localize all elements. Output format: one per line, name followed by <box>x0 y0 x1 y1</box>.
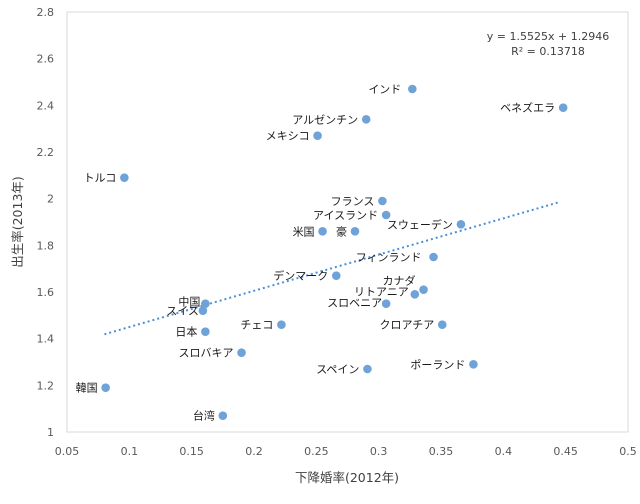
point-label: 日本 <box>175 325 197 339</box>
data-point <box>410 290 420 299</box>
trendline <box>104 201 560 336</box>
y-tick-label: 2.6 <box>37 53 55 66</box>
x-tick-label: 0.15 <box>179 445 204 458</box>
point-label: スウェーデン <box>387 217 453 231</box>
data-point <box>361 115 371 124</box>
point-label: フランス <box>331 195 375 208</box>
data-points <box>101 84 568 420</box>
data-point <box>381 299 391 308</box>
y-tick-label: 1.6 <box>37 286 55 299</box>
point-label: スペイン <box>316 363 359 376</box>
data-point <box>237 348 246 357</box>
point-label: チェコ <box>240 319 273 332</box>
point-label: 中国 <box>178 296 200 309</box>
y-tick-label: 2.2 <box>37 146 55 159</box>
x-tick-label: 0.4 <box>495 445 513 458</box>
data-point <box>469 360 478 369</box>
point-label: スロベニア <box>327 297 382 310</box>
point-label: 韓国 <box>76 382 98 395</box>
point-label: ベネズエラ <box>500 101 555 115</box>
point-label: インド <box>368 83 401 96</box>
plot-area <box>66 11 629 433</box>
point-label: スイス <box>166 305 199 318</box>
point-label: アルゼンチン <box>292 113 358 126</box>
data-point <box>201 299 210 308</box>
y-tick-label: 1.2 <box>37 379 55 392</box>
point-label: クロアチア <box>379 319 434 332</box>
y-tick-labels: 1 1.2 1.4 1.6 1.8 2 2.2 2.4 2.6 2.8 <box>37 6 55 439</box>
trendline-r-squared: R² = 0.13718 <box>511 45 585 58</box>
data-point <box>363 364 372 374</box>
data-point <box>350 227 360 236</box>
point-label: スロバキア <box>179 347 234 360</box>
point-label: ポーランド <box>410 358 465 371</box>
data-point <box>456 220 466 229</box>
x-tick-label: 0.5 <box>619 445 637 458</box>
x-tick-label: 0.05 <box>55 445 80 458</box>
point-label: 米国 <box>293 225 315 238</box>
data-point <box>378 196 387 206</box>
data-point <box>101 383 110 392</box>
x-axis-title: 下降婚率(2012年) <box>295 470 399 485</box>
point-label: フィンランド <box>356 251 422 264</box>
data-point <box>331 271 341 280</box>
data-point <box>313 131 322 140</box>
data-point <box>277 320 286 329</box>
y-tick-label: 2.8 <box>37 6 55 19</box>
data-point <box>318 227 327 236</box>
point-label: デンマーク <box>273 269 328 283</box>
point-label: アイスランド <box>313 209 378 222</box>
data-point <box>419 285 428 294</box>
data-point <box>198 306 208 315</box>
point-label: リトアニア <box>354 285 409 298</box>
x-tick-label: 0.3 <box>370 445 388 458</box>
point-label: 豪 <box>336 224 347 238</box>
data-point <box>437 320 447 329</box>
x-tick-labels: 0.05 0.1 0.15 0.2 0.25 0.3 0.35 0.4 0.45 0.5 <box>55 445 637 458</box>
data-point <box>201 327 210 336</box>
y-tick-label: 1 <box>47 426 54 439</box>
x-tick-label: 0.1 <box>121 445 139 458</box>
data-point <box>381 210 391 220</box>
x-tick-label: 0.45 <box>553 445 578 458</box>
trendline-equation: y = 1.5525x + 1.2946 <box>487 30 609 43</box>
y-axis-title: 出生率(2013年) <box>10 176 25 268</box>
point-label: メキシコ <box>266 130 310 143</box>
y-tick-label: 1.8 <box>37 239 55 252</box>
point-label: トルコ <box>84 172 117 185</box>
data-point <box>558 103 568 112</box>
data-point <box>429 252 438 262</box>
x-tick-label: 0.35 <box>429 445 454 458</box>
y-tick-label: 2 <box>47 193 54 206</box>
point-label: 台湾 <box>193 409 215 423</box>
x-tick-label: 0.2 <box>245 445 263 458</box>
data-point <box>218 411 228 420</box>
data-point <box>408 84 417 94</box>
y-tick-label: 2.4 <box>37 99 55 112</box>
y-tick-label: 1.4 <box>37 333 55 346</box>
x-tick-label: 0.25 <box>304 445 329 458</box>
point-label: カナダ <box>383 274 416 288</box>
data-point <box>120 173 129 182</box>
